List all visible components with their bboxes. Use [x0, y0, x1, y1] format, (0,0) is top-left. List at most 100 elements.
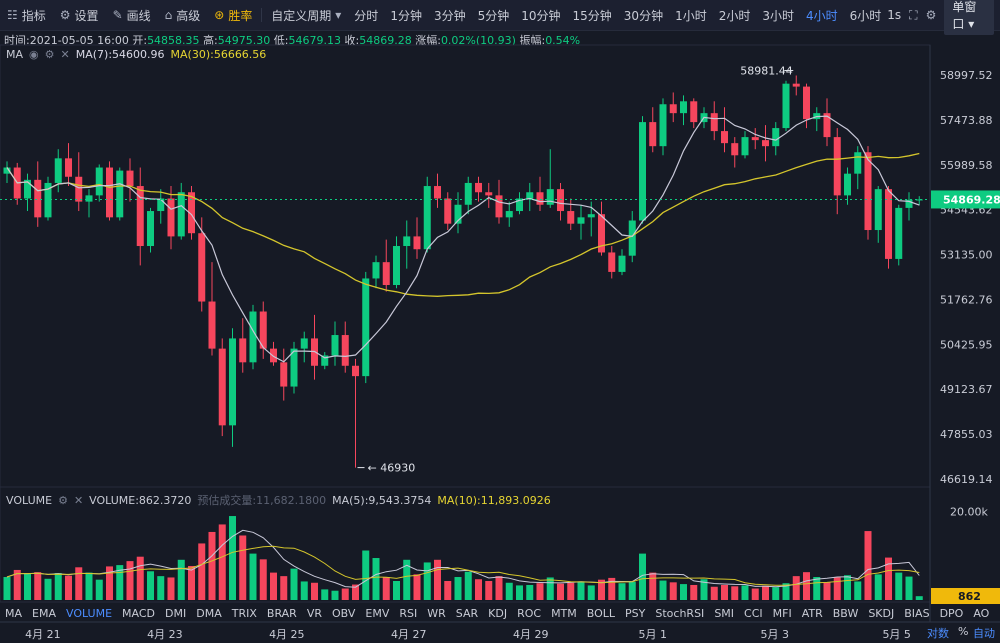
indicator-tab[interactable]: VOLUME	[65, 606, 113, 620]
volume-bar	[874, 574, 882, 600]
indicator-tab[interactable]: RSI	[399, 606, 418, 620]
candle-body	[690, 101, 698, 123]
volume-bar	[95, 579, 103, 600]
volume-bar	[382, 577, 390, 600]
candle-body	[362, 278, 370, 377]
candle-body	[341, 335, 349, 366]
volume-bar	[239, 535, 247, 600]
eye-icon[interactable]: ◉	[29, 48, 39, 61]
indicator-tab[interactable]: MACD	[122, 606, 156, 620]
indicator-tab[interactable]: SMI	[714, 606, 735, 620]
indicator-tab[interactable]: MFI	[772, 606, 792, 620]
gear-icon[interactable]: ⚙	[44, 48, 55, 61]
period-option[interactable]: 15分钟	[572, 8, 612, 23]
volume-bar	[454, 577, 462, 600]
volume-bar	[854, 581, 862, 600]
custom-period-dropdown[interactable]: 自定义周期 ▾	[271, 8, 342, 23]
change-label: 涨幅:	[415, 34, 441, 47]
candle-body	[208, 301, 216, 349]
indicator-tab[interactable]: SKDJ	[868, 606, 895, 620]
percent-scale-toggle[interactable]: %	[958, 625, 969, 638]
indicator-tab[interactable]: EMA	[32, 606, 56, 620]
volume-bar	[813, 577, 821, 600]
period-option[interactable]: 2小时	[718, 8, 751, 23]
candle-body	[167, 198, 175, 237]
period-option[interactable]: 3分钟	[433, 8, 466, 23]
period-option[interactable]: 1分钟	[390, 8, 422, 23]
indicator-tab[interactable]: DMI	[165, 606, 187, 620]
advanced-button[interactable]: ⌂ 高级	[164, 8, 201, 23]
candle-body	[75, 176, 83, 202]
indicator-tab[interactable]: PSY	[625, 606, 646, 620]
indicator-tab[interactable]: MTM	[551, 606, 577, 620]
draw-button[interactable]: ✎ 画线	[112, 8, 151, 23]
indicator-tab[interactable]: StochRSI	[655, 606, 705, 620]
indicator-tab[interactable]: TRIX	[231, 606, 257, 620]
period-option[interactable]: 3小时	[762, 8, 794, 23]
indicator-tab[interactable]: SAR	[455, 606, 479, 620]
indicator-tab[interactable]: DPO	[939, 606, 964, 620]
close-icon[interactable]: ✕	[60, 48, 70, 61]
indicator-tab[interactable]: AO	[973, 606, 990, 620]
period-option[interactable]: 5分钟	[477, 8, 510, 23]
candle-body	[751, 137, 759, 141]
period-option[interactable]: 30分钟	[623, 8, 664, 23]
indicator-tab[interactable]: KDJ	[488, 606, 508, 620]
candle-body	[393, 246, 400, 286]
candle-body	[864, 152, 872, 231]
interval-1s-button[interactable]: 1s	[887, 8, 902, 22]
indicator-tab[interactable]: ATR	[801, 606, 823, 620]
indicator-tab[interactable]: MA	[5, 606, 23, 620]
fullscreen-icon[interactable]: ⛶	[909, 7, 918, 22]
volume-bar	[516, 585, 523, 600]
price-tick-label: 46619.14	[940, 473, 993, 486]
volume-bar	[290, 568, 298, 600]
close-icon[interactable]: ✕	[73, 493, 84, 507]
winrate-button[interactable]: ⊛ 胜率	[214, 8, 253, 23]
indicator-tab[interactable]: DMA	[196, 606, 222, 620]
volume-bar	[659, 580, 667, 600]
date-tick-label: 4月 29	[513, 628, 549, 641]
period-option[interactable]: 10分钟	[521, 8, 561, 23]
settings-button[interactable]: ⚙ 设置	[59, 8, 99, 23]
volume-bar	[823, 582, 831, 600]
indicator-tab[interactable]: BIAS	[904, 606, 930, 620]
volume-bar	[311, 582, 318, 600]
indicator-tab[interactable]: CCI	[744, 606, 763, 620]
auto-scale-toggle[interactable]: 自动	[973, 627, 995, 640]
indicator-tab[interactable]: BRAR	[266, 606, 297, 620]
period-option[interactable]: 4小时	[806, 8, 838, 23]
volume-bar	[321, 589, 329, 600]
indicator-tab[interactable]: OBV	[332, 606, 356, 620]
gear-icon[interactable]: ⚙	[58, 493, 68, 507]
indicator-tab[interactable]: VR	[306, 606, 322, 620]
candle-body	[157, 198, 165, 212]
volume-bar	[485, 581, 493, 600]
period-option[interactable]: 1小时	[675, 8, 707, 23]
log-scale-toggle[interactable]: 对数	[927, 627, 949, 640]
volume-bar	[649, 572, 657, 600]
volume-bar	[157, 576, 165, 600]
candle-body	[413, 236, 421, 250]
indicator-tab[interactable]: WR	[427, 606, 446, 620]
candle-body	[106, 167, 113, 218]
period-option[interactable]: 6小时	[849, 8, 882, 23]
screenshot-icon[interactable]: ⚙	[925, 8, 937, 22]
volume-bar	[464, 571, 472, 600]
indicator-tab[interactable]: BBW	[832, 606, 859, 620]
indicator-tab[interactable]: EMV	[365, 606, 390, 620]
ma30-value: MA(30):56666.56	[170, 48, 267, 61]
candle-body	[608, 252, 616, 272]
candle-body	[116, 170, 124, 218]
volume-bar	[75, 567, 83, 600]
ma7-line	[6, 115, 920, 363]
indicator-tab[interactable]: BOLL	[586, 606, 616, 620]
volume-bar	[167, 577, 175, 600]
window-mode-dropdown[interactable]: 单窗口 ▾	[944, 0, 994, 35]
indicators-button[interactable]: ☷ 指标	[7, 8, 46, 23]
volume-bar	[65, 575, 72, 600]
period-option[interactable]: 分时	[354, 8, 379, 23]
indicator-tab[interactable]: ROC	[517, 606, 542, 620]
volume-bar	[792, 576, 800, 600]
